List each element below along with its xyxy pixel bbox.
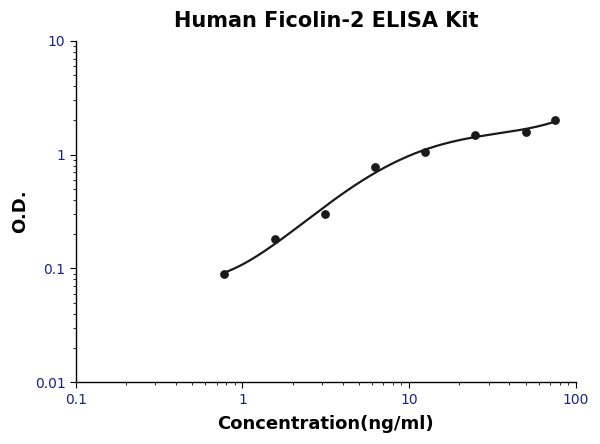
Point (220, 270, 229, 277)
Title: Human Ficolin-2 ELISA Kit: Human Ficolin-2 ELISA Kit (173, 11, 478, 31)
Point (521, 128, 530, 135)
Point (421, 149, 430, 156)
Point (370, 163, 380, 170)
Point (270, 236, 280, 243)
Point (550, 117, 560, 124)
X-axis label: Concentration(ng/ml): Concentration(ng/ml) (217, 415, 434, 433)
Y-axis label: O.D.: O.D. (11, 190, 29, 234)
Point (470, 131, 480, 138)
Point (320, 210, 330, 218)
